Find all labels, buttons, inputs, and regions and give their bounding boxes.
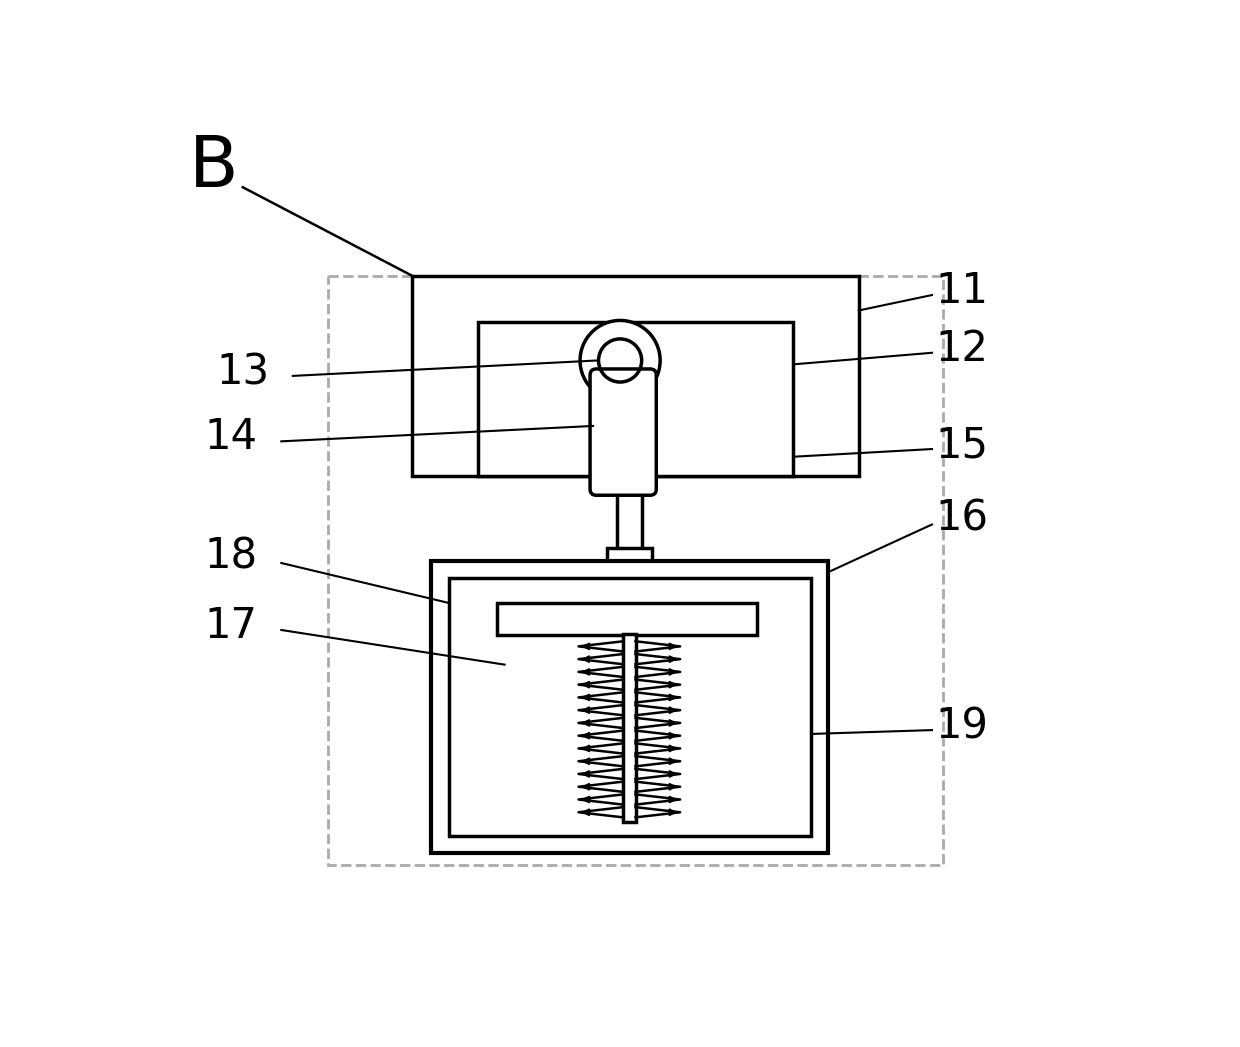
Bar (618, 494, 641, 561)
Bar (449, 578, 811, 836)
Text: 14: 14 (205, 417, 258, 459)
Text: 17: 17 (205, 605, 258, 647)
Text: 18: 18 (205, 536, 258, 578)
Bar (497, 603, 758, 636)
Bar (432, 561, 828, 853)
Bar (624, 633, 635, 823)
Text: B: B (188, 133, 238, 202)
Text: 16: 16 (936, 497, 988, 539)
Text: 15: 15 (936, 424, 988, 466)
Circle shape (580, 320, 660, 401)
Bar (608, 548, 652, 571)
Text: 19: 19 (936, 706, 988, 748)
Bar (477, 322, 794, 476)
Text: 13: 13 (216, 351, 269, 393)
FancyBboxPatch shape (590, 369, 656, 495)
Text: 12: 12 (936, 328, 988, 370)
Text: 11: 11 (936, 270, 988, 312)
Bar (327, 275, 944, 865)
Bar (412, 275, 859, 476)
